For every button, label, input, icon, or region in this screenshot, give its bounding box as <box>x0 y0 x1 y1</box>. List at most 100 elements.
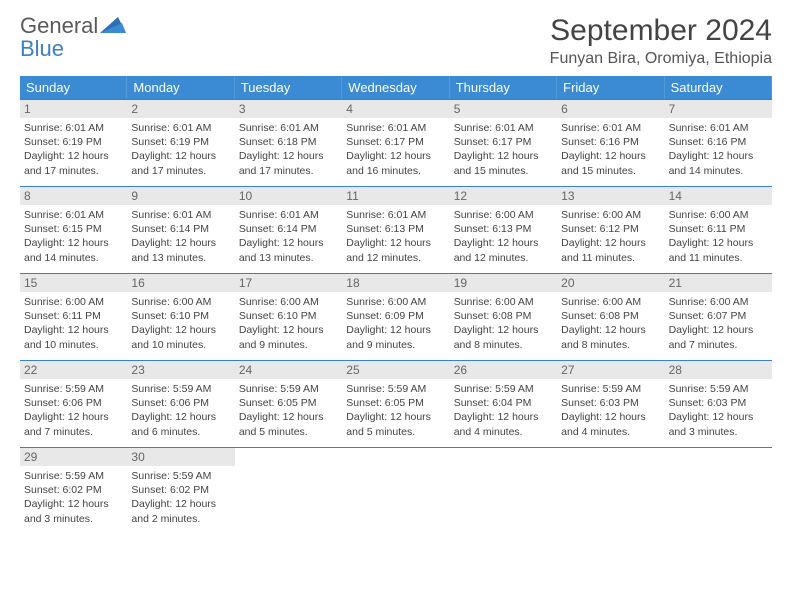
day-details: Sunrise: 6:01 AMSunset: 6:19 PMDaylight:… <box>24 121 123 178</box>
day-details: Sunrise: 6:00 AMSunset: 6:07 PMDaylight:… <box>669 295 768 352</box>
title-block: September 2024 Funyan Bira, Oromiya, Eth… <box>550 14 772 68</box>
calendar-day: 8Sunrise: 6:01 AMSunset: 6:15 PMDaylight… <box>20 187 127 273</box>
calendar-day: 22 Sunrise: 5:59 AMSunset: 6:06 PMDayligh… <box>20 361 127 447</box>
day-number: 3 <box>235 100 342 118</box>
day-number: 17 <box>235 274 342 292</box>
day-number: 19 <box>450 274 557 292</box>
calendar-day: 19 Sunrise: 6:00 AMSunset: 6:08 PMDayligh… <box>450 274 557 360</box>
day-details: Sunrise: 6:00 AMSunset: 6:08 PMDaylight:… <box>454 295 553 352</box>
day-details: Sunrise: 6:00 AMSunset: 6:10 PMDaylight:… <box>131 295 230 352</box>
day-number: 2 <box>127 100 234 118</box>
day-number: 4 <box>342 100 449 118</box>
day-number: 12 <box>450 187 557 205</box>
day-details: Sunrise: 5:59 AMSunset: 6:06 PMDaylight:… <box>24 382 123 439</box>
calendar-day: 15 Sunrise: 6:00 AMSunset: 6:11 PMDayligh… <box>20 274 127 360</box>
day-details: Sunrise: 6:01 AMSunset: 6:15 PMDaylight:… <box>24 208 123 265</box>
calendar-day: 12 Sunrise: 6:00 AMSunset: 6:13 PMDayligh… <box>450 187 557 273</box>
day-details: Sunrise: 5:59 AMSunset: 6:04 PMDaylight:… <box>454 382 553 439</box>
day-details: Sunrise: 6:01 AMSunset: 6:13 PMDaylight:… <box>346 208 445 265</box>
calendar-week: 15 Sunrise: 6:00 AMSunset: 6:11 PMDayligh… <box>20 273 772 360</box>
day-details: Sunrise: 6:01 AMSunset: 6:14 PMDaylight:… <box>131 208 230 265</box>
calendar-day: 27Sunrise: 5:59 AMSunset: 6:03 PMDayligh… <box>557 361 664 447</box>
calendar-day <box>557 448 664 534</box>
day-number: 24 <box>235 361 342 379</box>
day-details: Sunrise: 6:01 AMSunset: 6:18 PMDaylight:… <box>239 121 338 178</box>
day-number: 15 <box>20 274 127 292</box>
day-details: Sunrise: 5:59 AMSunset: 6:02 PMDaylight:… <box>24 469 123 526</box>
day-details: Sunrise: 6:00 AMSunset: 6:11 PMDaylight:… <box>669 208 768 265</box>
weekday-header-row: SundayMondayTuesdayWednesdayThursdayFrid… <box>20 76 772 99</box>
calendar: SundayMondayTuesdayWednesdayThursdayFrid… <box>20 76 772 534</box>
day-number: 20 <box>557 274 664 292</box>
calendar-day: 20Sunrise: 6:00 AMSunset: 6:08 PMDayligh… <box>557 274 664 360</box>
calendar-week: 29Sunrise: 5:59 AMSunset: 6:02 PMDayligh… <box>20 447 772 534</box>
weekday-header: Thursday <box>450 76 557 99</box>
day-details: Sunrise: 6:01 AMSunset: 6:16 PMDaylight:… <box>561 121 660 178</box>
logo: General Blue <box>20 14 126 60</box>
day-number: 28 <box>665 361 772 379</box>
weekday-header: Wednesday <box>342 76 449 99</box>
day-number: 5 <box>450 100 557 118</box>
calendar-day: 29 Sunrise: 5:59 AMSunset: 6:02 PMDayligh… <box>20 448 127 534</box>
day-number: 14 <box>665 187 772 205</box>
day-details: Sunrise: 6:00 AMSunset: 6:13 PMDaylight:… <box>454 208 553 265</box>
calendar-day: 17 Sunrise: 6:00 AMSunset: 6:10 PMDayligh… <box>235 274 342 360</box>
calendar-day: 26Sunrise: 5:59 AMSunset: 6:04 PMDayligh… <box>450 361 557 447</box>
weekday-header: Monday <box>127 76 234 99</box>
location-label: Funyan Bira, Oromiya, Ethiopia <box>550 50 772 68</box>
calendar-day: 30 Sunrise: 5:59 AMSunset: 6:02 PMDayligh… <box>127 448 234 534</box>
day-number: 21 <box>665 274 772 292</box>
day-details: Sunrise: 5:59 AMSunset: 6:05 PMDaylight:… <box>346 382 445 439</box>
day-number: 29 <box>20 448 127 466</box>
calendar-day: 11 Sunrise: 6:01 AMSunset: 6:13 PMDayligh… <box>342 187 449 273</box>
calendar-day: 13 Sunrise: 6:00 AMSunset: 6:12 PMDayligh… <box>557 187 664 273</box>
calendar-day: 14 Sunrise: 6:00 AMSunset: 6:11 PMDayligh… <box>665 187 772 273</box>
day-number: 7 <box>665 100 772 118</box>
day-details: Sunrise: 5:59 AMSunset: 6:03 PMDaylight:… <box>561 382 660 439</box>
day-number: 10 <box>235 187 342 205</box>
day-number: 23 <box>127 361 234 379</box>
calendar-day: 3 Sunrise: 6:01 AMSunset: 6:18 PMDaylight… <box>235 100 342 186</box>
calendar-day: 2 Sunrise: 6:01 AMSunset: 6:19 PMDaylight… <box>127 100 234 186</box>
day-number: 30 <box>127 448 234 466</box>
day-number: 1 <box>20 100 127 118</box>
weekday-header: Friday <box>557 76 664 99</box>
day-number: 16 <box>127 274 234 292</box>
day-number: 13 <box>557 187 664 205</box>
day-details: Sunrise: 6:00 AMSunset: 6:10 PMDaylight:… <box>239 295 338 352</box>
calendar-week: 8Sunrise: 6:01 AMSunset: 6:15 PMDaylight… <box>20 186 772 273</box>
calendar-day <box>342 448 449 534</box>
calendar-day: 23Sunrise: 5:59 AMSunset: 6:06 PMDayligh… <box>127 361 234 447</box>
day-details: Sunrise: 6:00 AMSunset: 6:11 PMDaylight:… <box>24 295 123 352</box>
day-details: Sunrise: 6:01 AMSunset: 6:17 PMDaylight:… <box>454 121 553 178</box>
day-details: Sunrise: 6:00 AMSunset: 6:12 PMDaylight:… <box>561 208 660 265</box>
calendar-body: 1Sunrise: 6:01 AMSunset: 6:19 PMDaylight… <box>20 99 772 534</box>
calendar-day <box>235 448 342 534</box>
day-number: 9 <box>127 187 234 205</box>
weekday-header: Tuesday <box>235 76 342 99</box>
calendar-day: 4 Sunrise: 6:01 AMSunset: 6:17 PMDaylight… <box>342 100 449 186</box>
calendar-day: 16 Sunrise: 6:00 AMSunset: 6:10 PMDayligh… <box>127 274 234 360</box>
day-details: Sunrise: 5:59 AMSunset: 6:02 PMDaylight:… <box>131 469 230 526</box>
day-details: Sunrise: 6:00 AMSunset: 6:09 PMDaylight:… <box>346 295 445 352</box>
calendar-day: 28 Sunrise: 5:59 AMSunset: 6:03 PMDayligh… <box>665 361 772 447</box>
logo-triangle-icon <box>100 14 126 37</box>
calendar-day: 1 Sunrise: 6:01 AMSunset: 6:19 PMDaylight… <box>20 100 127 186</box>
day-details: Sunrise: 6:01 AMSunset: 6:19 PMDaylight:… <box>131 121 230 178</box>
day-details: Sunrise: 5:59 AMSunset: 6:03 PMDaylight:… <box>669 382 768 439</box>
calendar-day <box>450 448 557 534</box>
calendar-day: 18 Sunrise: 6:00 AMSunset: 6:09 PMDayligh… <box>342 274 449 360</box>
calendar-day: 9 Sunrise: 6:01 AMSunset: 6:14 PMDaylight… <box>127 187 234 273</box>
day-number: 18 <box>342 274 449 292</box>
day-number: 11 <box>342 187 449 205</box>
day-number: 22 <box>20 361 127 379</box>
day-details: Sunrise: 6:01 AMSunset: 6:17 PMDaylight:… <box>346 121 445 178</box>
calendar-day: 24 Sunrise: 5:59 AMSunset: 6:05 PMDayligh… <box>235 361 342 447</box>
header: General Blue September 2024 Funyan Bira,… <box>20 14 772 68</box>
day-details: Sunrise: 5:59 AMSunset: 6:05 PMDaylight:… <box>239 382 338 439</box>
calendar-day: 5 Sunrise: 6:01 AMSunset: 6:17 PMDaylight… <box>450 100 557 186</box>
calendar-week: 22 Sunrise: 5:59 AMSunset: 6:06 PMDayligh… <box>20 360 772 447</box>
calendar-day: 25Sunrise: 5:59 AMSunset: 6:05 PMDayligh… <box>342 361 449 447</box>
logo-word-blue: Blue <box>20 36 64 61</box>
calendar-week: 1Sunrise: 6:01 AMSunset: 6:19 PMDaylight… <box>20 99 772 186</box>
